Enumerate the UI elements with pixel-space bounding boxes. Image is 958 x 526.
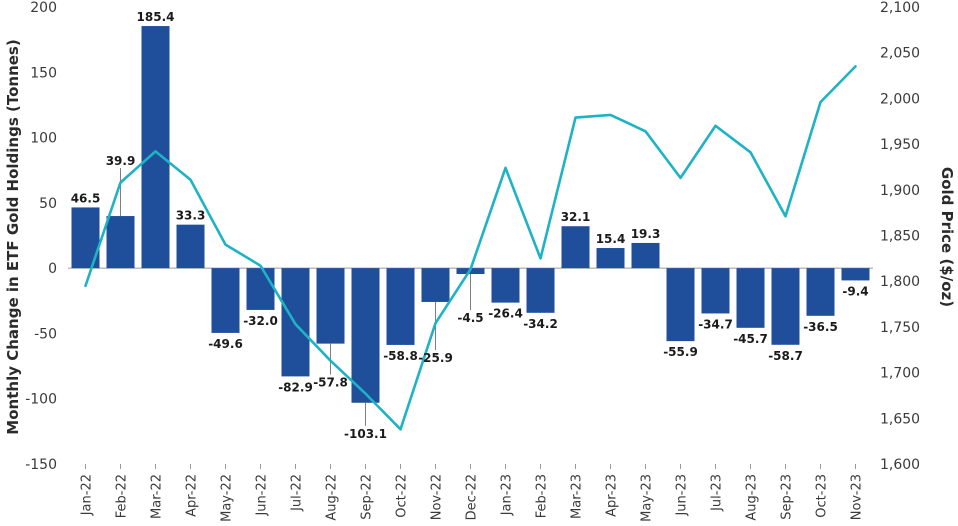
right-tick-label: 1,750 (880, 320, 920, 336)
left-tick-label: -50 (34, 326, 57, 342)
left-tick-label: -100 (25, 392, 57, 408)
x-tick-label: Jan-22 (80, 474, 95, 516)
x-tick-label: Feb-22 (115, 474, 130, 518)
bar (106, 216, 135, 269)
bar-data-label: -34.7 (698, 317, 733, 331)
chart-axes: 200 150 100 50 0 -50 -100 -150 2,100 2,050 2,000 1,… (25, 0, 920, 522)
bar (176, 224, 205, 269)
x-tick-label: Aug-23 (745, 474, 760, 521)
bar-data-label: -34.2 (523, 317, 558, 331)
bar-data-label: -58.7 (768, 349, 803, 363)
x-tick-label: Apr-23 (605, 474, 620, 517)
right-tick-label: 1,950 (880, 137, 920, 153)
bar (701, 268, 730, 314)
bar (561, 226, 590, 269)
x-tick-label: Aug-22 (325, 474, 340, 521)
x-tick-label: Mar-22 (150, 474, 165, 519)
bar (841, 268, 870, 281)
left-tick-label: 0 (48, 261, 57, 277)
bar-data-label: -103.1 (344, 427, 387, 441)
bar-data-label: -26.4 (488, 307, 523, 321)
bar-data-label: -9.4 (842, 284, 868, 298)
x-tick-label: Jul-23 (710, 474, 725, 512)
bar (771, 268, 800, 345)
bar-data-label: -82.9 (278, 380, 313, 394)
bar (596, 248, 625, 269)
right-tick-label: 2,050 (880, 46, 920, 62)
bar-data-label: -57.8 (313, 376, 348, 390)
bar-data-labels: 46.5 39.9 185.4 33.3 -49.6-32.0 -82.9 -57.8 -10… (71, 10, 869, 441)
x-tick-label: May-23 (640, 474, 655, 522)
x-tick-label: Jun-22 (255, 474, 270, 517)
right-axis-title: Gold Price ($/oz) (938, 167, 956, 307)
bar (421, 268, 450, 302)
right-tick-label: 1,800 (880, 274, 920, 290)
right-tick-label: 1,650 (880, 411, 920, 427)
gold-price-polyline (84, 65, 857, 431)
bar-data-label: 32.1 (561, 210, 591, 224)
bar (246, 268, 275, 310)
bar (316, 268, 345, 344)
x-tick-label: Dec-22 (465, 474, 480, 520)
x-tick-label: Feb-23 (535, 474, 550, 518)
gold-price-line (84, 65, 857, 431)
right-tick-label: 1,600 (880, 457, 920, 473)
bar (386, 268, 415, 345)
bar (141, 26, 170, 269)
bar (806, 268, 835, 316)
x-tick-label: Sep-22 (360, 474, 375, 520)
x-tick-label: Jun-23 (675, 474, 690, 517)
bar-data-label: 46.5 (71, 191, 101, 205)
right-tick-label: 1,850 (880, 229, 920, 245)
x-tick-label: Oct-22 (395, 474, 410, 518)
bar (631, 242, 660, 269)
left-tick-label: 100 (30, 131, 57, 147)
bar (351, 268, 380, 403)
left-tick-label: 200 (30, 0, 57, 16)
x-tick-label: Apr-22 (185, 474, 200, 517)
x-tick-label: Nov-22 (430, 474, 445, 520)
x-tick-label: Mar-23 (570, 474, 585, 519)
bar-data-label: -4.5 (457, 311, 483, 325)
bar-data-label: -49.6 (208, 337, 243, 351)
x-tick-label: Nov-23 (850, 474, 865, 520)
bar-data-label: 39.9 (106, 154, 136, 168)
bar (736, 268, 765, 328)
bar-data-label: -45.7 (733, 332, 768, 346)
bar-series (71, 26, 870, 403)
bar-data-label: -25.9 (418, 351, 453, 365)
bar-data-label: 19.3 (631, 227, 661, 241)
right-tick-label: 1,900 (880, 183, 920, 199)
bar-data-label: -32.0 (243, 314, 278, 328)
left-axis-title: Monthly Change in ETF Gold Holdings (Ton… (4, 39, 22, 434)
bar-data-label: 33.3 (176, 209, 206, 223)
left-tick-label: 50 (39, 196, 57, 212)
bar (491, 268, 520, 303)
x-tick-label: Jul-22 (290, 474, 305, 512)
x-tick-label: Sep-23 (780, 474, 795, 520)
bar-data-label: -58.8 (383, 349, 418, 363)
right-tick-label: 2,000 (880, 91, 920, 107)
left-tick-label: 150 (30, 65, 57, 81)
bar (211, 268, 240, 333)
right-tick-label: 2,100 (880, 0, 920, 16)
right-tick-label: 1,700 (880, 366, 920, 382)
bar-data-label: 185.4 (137, 10, 175, 24)
x-tick-label: Jan-23 (500, 474, 515, 516)
x-tick-label: Oct-23 (815, 474, 830, 518)
bar (526, 268, 555, 313)
x-tick-label: May-22 (220, 474, 235, 522)
bar-data-label: 15.4 (596, 232, 626, 246)
bar (666, 268, 695, 342)
bar-data-label: -55.9 (663, 345, 698, 359)
bar-data-label: -36.5 (803, 320, 838, 334)
left-tick-label: -150 (25, 457, 57, 473)
